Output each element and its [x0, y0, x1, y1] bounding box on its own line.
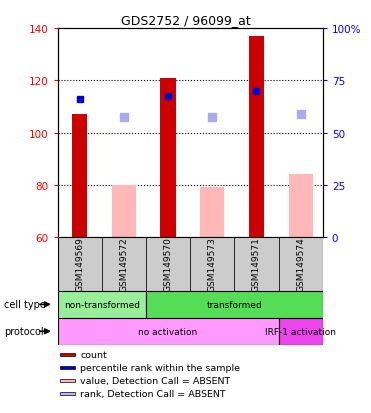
Bar [200, 188, 224, 237]
Text: GSM149570: GSM149570 [164, 237, 173, 292]
Bar [279, 237, 323, 291]
Bar [60, 392, 75, 395]
Text: GSM149572: GSM149572 [119, 237, 128, 292]
Bar [234, 237, 279, 291]
Bar [279, 318, 323, 345]
Bar [60, 366, 75, 369]
Text: non-transformed: non-transformed [64, 300, 140, 309]
Bar [249, 37, 264, 237]
Text: GSM149569: GSM149569 [75, 237, 84, 292]
Bar [289, 175, 313, 237]
Text: rank, Detection Call = ABSENT: rank, Detection Call = ABSENT [80, 389, 226, 398]
Bar [160, 78, 176, 237]
Bar [190, 237, 234, 291]
Bar [58, 291, 146, 318]
Bar [58, 237, 102, 291]
Text: GDS2752 / 96099_at: GDS2752 / 96099_at [121, 14, 250, 27]
Bar [146, 237, 190, 291]
Bar [112, 185, 136, 237]
Text: IRF-1 activation: IRF-1 activation [265, 327, 336, 336]
Text: transformed: transformed [207, 300, 262, 309]
Text: cell type: cell type [4, 299, 46, 310]
Bar [102, 237, 146, 291]
Text: value, Detection Call = ABSENT: value, Detection Call = ABSENT [80, 376, 230, 385]
Text: GSM149573: GSM149573 [208, 237, 217, 292]
Bar [60, 379, 75, 382]
Text: count: count [80, 350, 107, 359]
Bar [72, 115, 87, 237]
Bar [60, 354, 75, 356]
Text: GSM149571: GSM149571 [252, 237, 261, 292]
Text: percentile rank within the sample: percentile rank within the sample [80, 363, 240, 372]
Text: protocol: protocol [4, 326, 43, 337]
Bar [146, 291, 323, 318]
Text: GSM149574: GSM149574 [296, 237, 305, 292]
Bar [58, 318, 279, 345]
Text: no activation: no activation [138, 327, 198, 336]
